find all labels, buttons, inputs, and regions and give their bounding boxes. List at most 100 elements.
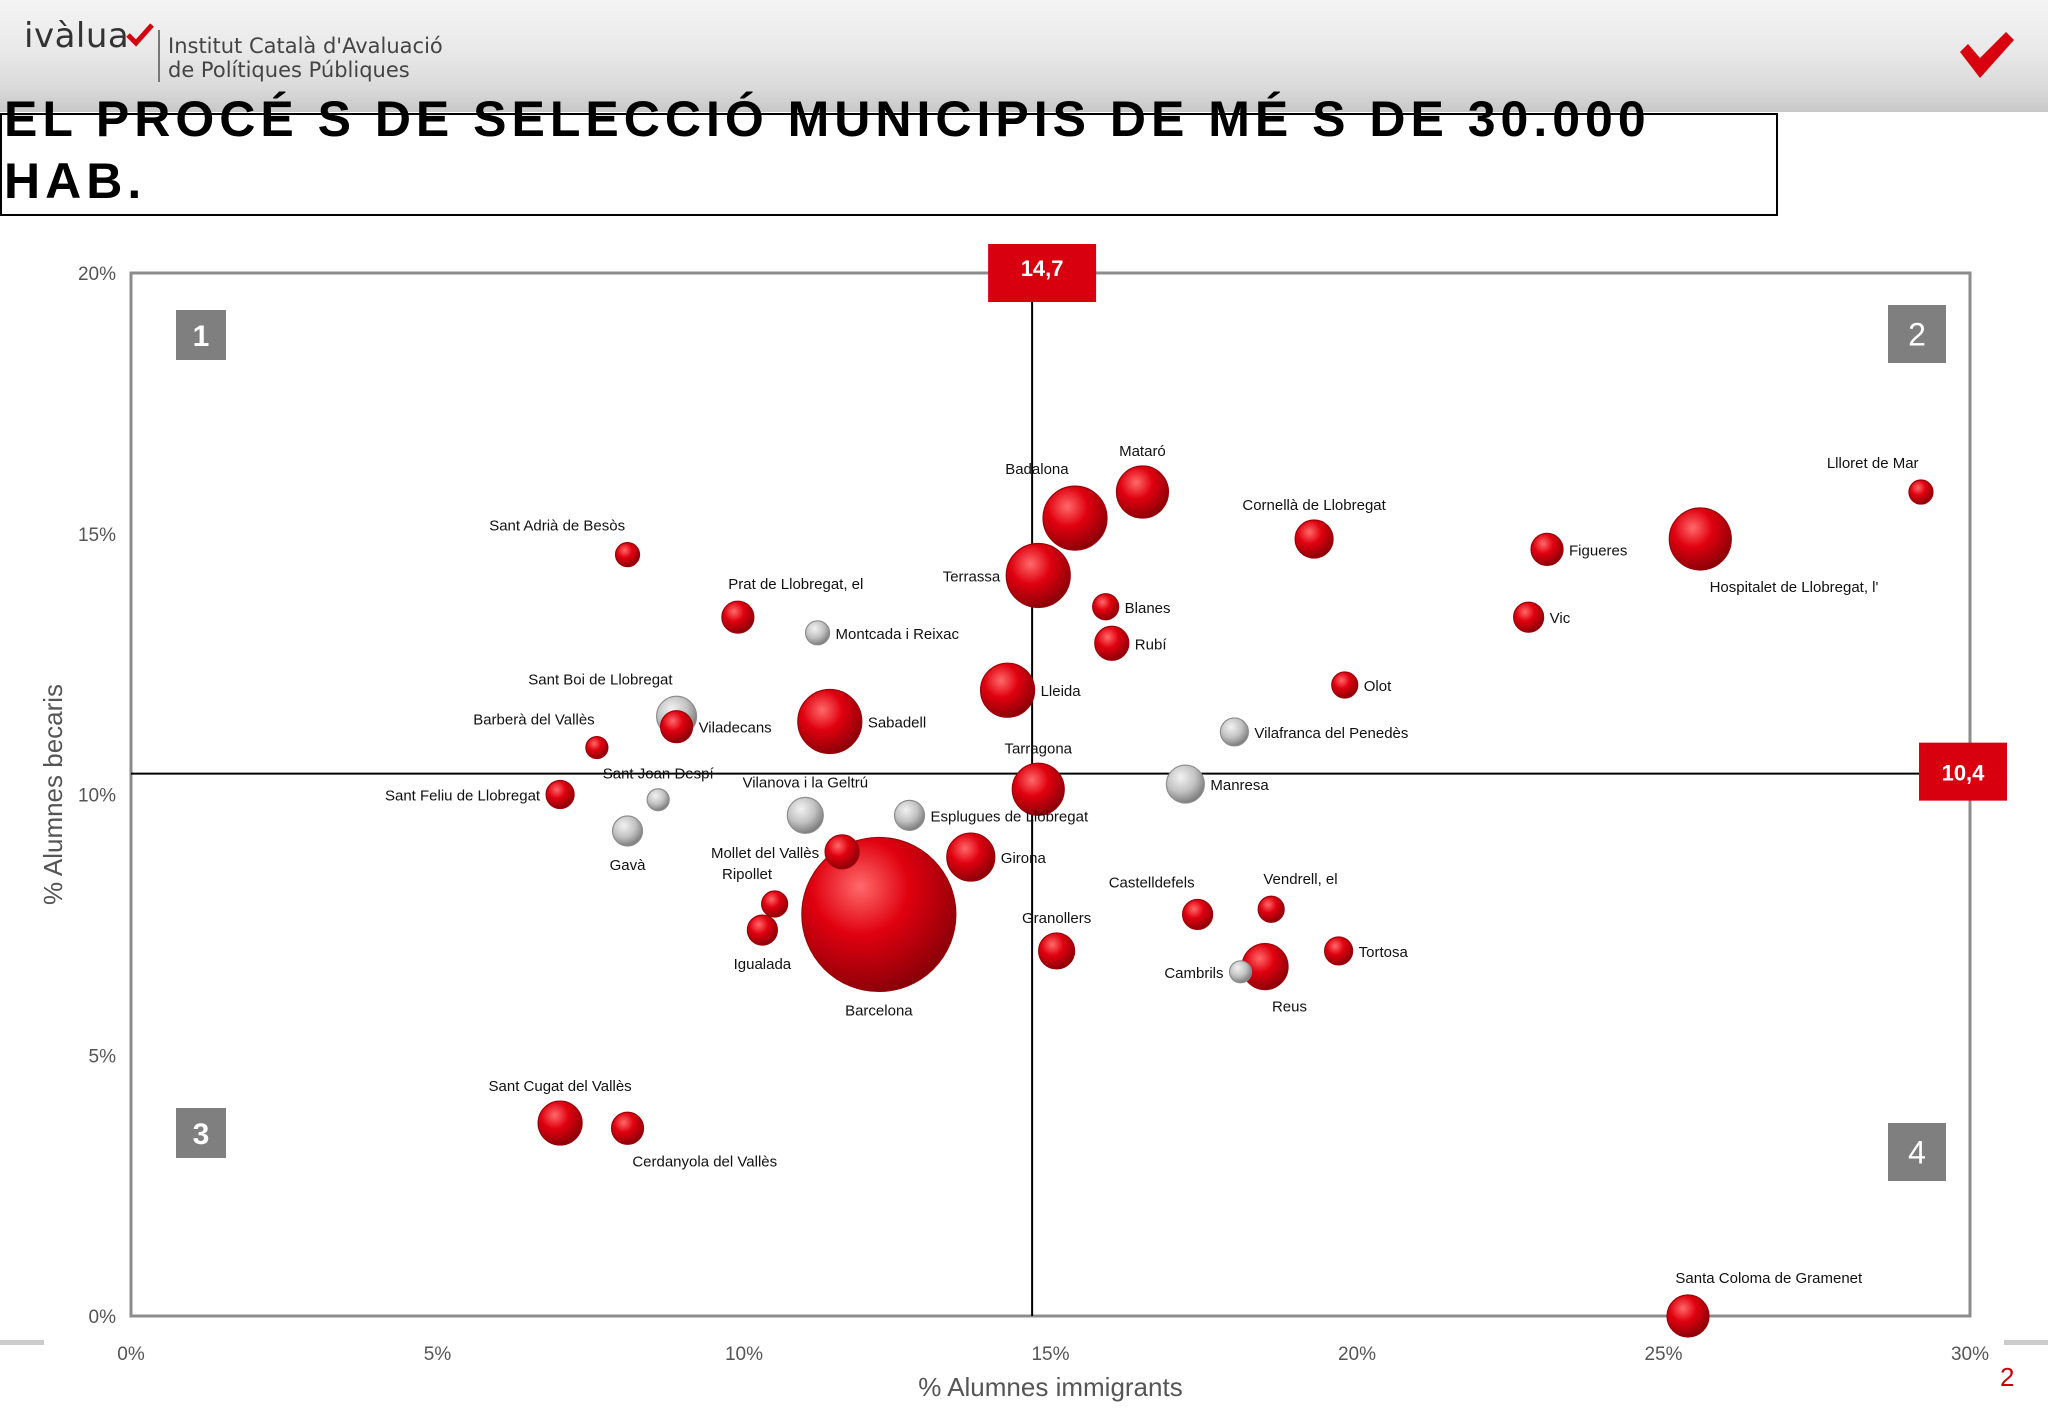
bubble-label: Viladecans <box>699 720 772 737</box>
bubble-label: Prat de Llobregat, el <box>728 576 863 593</box>
bubble-label: Granollers <box>1022 910 1091 927</box>
bubble-point <box>585 735 609 760</box>
bubble-label: Cambrils <box>1164 965 1223 982</box>
quadrant-label-1: 1 <box>193 320 210 353</box>
bubble-point <box>893 799 926 831</box>
bubble-point <box>614 542 641 568</box>
logo-separator <box>158 30 160 82</box>
bubble-label: Cerdanyola del Vallès <box>632 1153 777 1170</box>
bubble-point <box>1513 601 1545 633</box>
bubble-label: Badalona <box>1005 461 1069 478</box>
bubble-point <box>1005 542 1071 609</box>
bubble-label: Mollet del Vallès <box>711 845 819 862</box>
bubble-label: Mataró <box>1119 443 1166 460</box>
x-axis-label: % Alumnes immigrants <box>918 1372 1182 1402</box>
bubble-label: Santa Coloma de Gramenet <box>1675 1270 1863 1287</box>
x-tick-label: 25% <box>1644 1344 1682 1365</box>
reference-label-y: 10,4 <box>1942 761 1986 786</box>
x-tick-label: 10% <box>725 1344 763 1365</box>
page-number: 2 <box>2000 1362 2015 1392</box>
y-tick-label: 5% <box>89 1046 117 1067</box>
bubble-point <box>946 832 996 882</box>
bubble-label: Barcelona <box>845 1002 913 1019</box>
bubble-label: Tarragona <box>1004 740 1072 757</box>
bubble-label: Sant Feliu de Llobregat <box>385 788 541 805</box>
y-tick-label: 15% <box>78 525 116 546</box>
x-tick-label: 5% <box>424 1344 452 1365</box>
bubble-label: Montcada i Reixac <box>836 626 960 643</box>
bubble-point <box>1182 898 1214 931</box>
footer-line-right <box>2004 1340 2048 1345</box>
footer-line-left <box>0 1340 44 1345</box>
bubble-label: Hospitalet de Llobregat, l' <box>1710 579 1879 596</box>
quadrant-label-3: 3 <box>193 1118 210 1151</box>
bubble-label: Figueres <box>1569 542 1627 559</box>
bubble-point <box>786 796 824 834</box>
bubble-point <box>1092 593 1120 621</box>
bubble-point <box>804 620 831 646</box>
page-title: EL PROCÉ S DE SELECCIÓ MUNICIPIS DE MÉ S… <box>4 91 1651 209</box>
bubble-point <box>1042 485 1108 551</box>
bubble-label: Blanes <box>1125 600 1171 617</box>
bubble-label: Igualada <box>734 956 792 973</box>
x-tick-label: 15% <box>1031 1344 1069 1365</box>
bubble-label: Cornellà de Llobregat <box>1242 497 1386 514</box>
quadrant-label-2: 2 <box>1908 317 1926 353</box>
bubble-point <box>721 600 755 634</box>
bubble-point <box>1294 519 1334 559</box>
bubble-label: Castelldefels <box>1109 874 1195 891</box>
quadrant-box-3 <box>176 1108 226 1158</box>
quadrant-box-4 <box>1888 1123 1946 1181</box>
bubble-point <box>1228 960 1253 984</box>
quadrant-box-2 <box>1888 305 1946 363</box>
bubble-label: Vilanova i la Geltrú <box>742 774 868 791</box>
y-axis-label: % Alumnes becaris <box>38 684 68 905</box>
bubble-label: Vic <box>1550 610 1571 627</box>
bubble-point <box>610 1111 645 1145</box>
logo-text: ivàlua <box>24 16 130 56</box>
bubble-point <box>659 710 694 744</box>
bubble-label: Lleida <box>1041 683 1082 700</box>
bubble-point <box>537 1100 583 1146</box>
bubble-label: Vilafranca del Penedès <box>1254 725 1408 742</box>
bubble-label: Olot <box>1364 678 1392 695</box>
bubble-point <box>646 788 670 812</box>
bubble-label: Reus <box>1272 999 1307 1016</box>
brand-check-icon <box>1960 32 2014 78</box>
bubble-point <box>1257 895 1285 923</box>
reference-label-box-x <box>988 244 1097 302</box>
bubble-point <box>801 836 957 993</box>
bubble-point <box>1094 625 1130 661</box>
institute-line-1: Institut Català d'Avaluació <box>168 34 443 58</box>
bubble-label: Sant Joan Despí <box>603 766 715 783</box>
quadrant-box-1 <box>176 310 226 360</box>
bubble-label: Sant Adrià de Besòs <box>489 518 625 535</box>
bubble-label: Sabadell <box>868 714 926 731</box>
bubble-point <box>746 914 778 946</box>
reference-label-x: 14,7 <box>1021 256 1064 281</box>
logo-check-icon <box>126 23 154 47</box>
header-bar <box>0 0 2048 112</box>
bubble-point <box>761 890 789 918</box>
bubble-label: Girona <box>1001 850 1047 867</box>
bubble-label: Tortosa <box>1359 944 1409 961</box>
bubble-point <box>824 834 860 870</box>
bubble-point <box>1038 932 1076 970</box>
bubble-label: Ripollet <box>722 866 773 883</box>
bubble-label: Gavà <box>610 857 647 874</box>
bubble-point <box>1165 764 1205 804</box>
bubble-point <box>1666 1294 1710 1338</box>
x-tick-label: 0% <box>117 1344 145 1365</box>
bubble-point <box>1324 936 1354 966</box>
bubble-point <box>611 815 644 847</box>
bubble-point <box>979 662 1036 718</box>
x-tick-label: 30% <box>1951 1344 1989 1365</box>
y-tick-label: 0% <box>89 1307 117 1328</box>
bubble-point <box>1530 532 1564 566</box>
title-box <box>0 113 1778 216</box>
y-tick-label: 20% <box>78 264 116 285</box>
bubble-label: Llloret de Mar <box>1827 455 1919 472</box>
institute-line-2: de Polítiques Públiques <box>168 58 410 82</box>
bubble-label: Esplugues de Llobregat <box>931 808 1089 825</box>
